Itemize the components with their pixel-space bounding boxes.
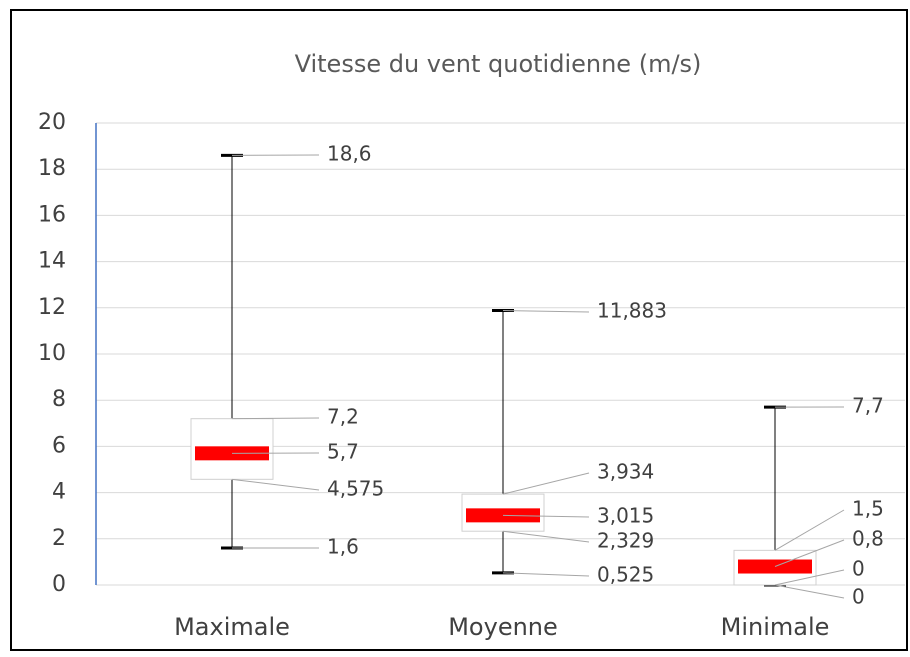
y-tick-label: 0 — [52, 572, 66, 597]
y-tick-label: 12 — [38, 295, 66, 320]
data-label: 3,934 — [597, 460, 654, 484]
x-tick-label: Moyenne — [448, 613, 558, 641]
y-tick-label: 14 — [38, 249, 66, 274]
y-tick-label: 2 — [52, 526, 66, 551]
data-label: 2,329 — [597, 529, 654, 553]
data-label: 1,6 — [327, 535, 359, 559]
chart-title: Vitesse du vent quotidienne (m/s) — [295, 50, 702, 78]
data-label: 0 — [852, 585, 865, 609]
y-tick-label: 8 — [52, 387, 66, 412]
x-tick-label: Minimale — [721, 613, 830, 641]
data-label: 3,015 — [597, 504, 654, 528]
y-tick-label: 20 — [38, 110, 66, 135]
y-tick-label: 4 — [52, 480, 66, 505]
y-tick-label: 10 — [38, 341, 66, 366]
data-label: 7,7 — [852, 394, 884, 418]
data-label: 11,883 — [597, 299, 667, 323]
data-label: 18,6 — [327, 142, 372, 166]
y-tick-label: 18 — [38, 156, 66, 181]
y-tick-label: 6 — [52, 433, 66, 458]
y-tick-label: 16 — [38, 202, 66, 227]
data-label: 0 — [852, 557, 865, 581]
data-label: 0,8 — [852, 527, 884, 551]
data-label: 4,575 — [327, 477, 384, 501]
data-label: 0,525 — [597, 563, 654, 587]
data-label: 7,2 — [327, 405, 359, 429]
leader-line — [232, 418, 319, 419]
data-label: 1,5 — [852, 497, 884, 521]
x-tick-label: Maximale — [174, 613, 290, 641]
data-label: 5,7 — [327, 440, 359, 464]
